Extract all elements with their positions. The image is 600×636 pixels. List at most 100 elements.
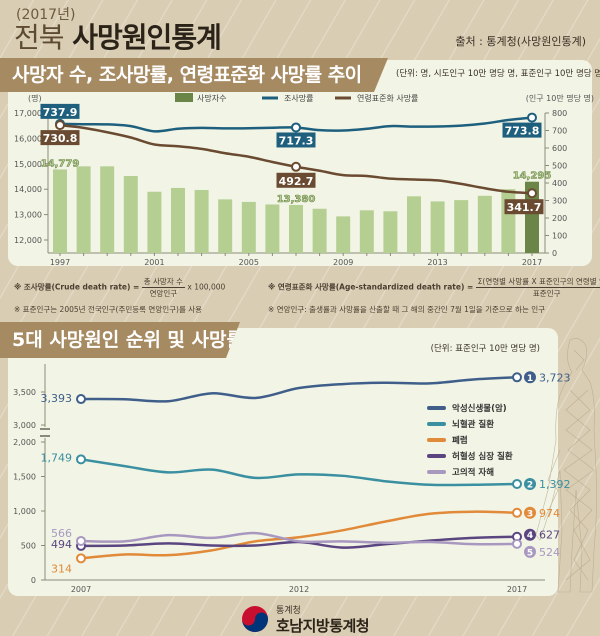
- rank-number-ischemic: 4: [527, 531, 533, 541]
- label-deaths-2017: 14,295: [513, 171, 552, 182]
- y-right-tick-label: 700: [552, 127, 567, 136]
- label-crude-2007: 717.3: [279, 134, 314, 147]
- x-tick-label: 2017: [522, 258, 542, 267]
- x-tick-label: 2005: [239, 258, 259, 267]
- label-crude-1997-group: 737.9: [40, 103, 80, 119]
- footer-agency: 통계청: [276, 606, 301, 616]
- marker-start-suicide: [76, 535, 86, 546]
- note-crude-label: ※ 조사망률(Crude death rate) =: [14, 282, 140, 292]
- y-left-tick-label: 17,000: [14, 109, 42, 118]
- bar-2004: [218, 199, 233, 253]
- label-deaths-1997: 14,779: [41, 158, 80, 169]
- label-crude-1997-bg: [40, 103, 80, 119]
- section2-unit: (단위: 표준인구 10만 명당 명): [430, 344, 540, 354]
- government-logo: [242, 606, 268, 632]
- y-left-tick-label: 12,000: [14, 236, 42, 245]
- legend-swatch-bar: [175, 93, 193, 102]
- label-std-2007-bg: [276, 172, 316, 188]
- start-label-suicide: 566: [51, 527, 72, 540]
- y-right-tick-label: 400: [552, 179, 567, 188]
- label-crude-2017-bg: [502, 122, 542, 138]
- bar-2013: [430, 201, 445, 253]
- x-tick-label: 2013: [427, 258, 447, 267]
- y-tick-label: 3,000: [13, 421, 36, 430]
- marker-end-suicide: [512, 538, 522, 549]
- rank-number-cancer: 1: [527, 374, 533, 384]
- y-right-tick-label: 800: [552, 109, 567, 118]
- section2-title: 5대 사망원인 순위 및 사망률: [0, 322, 240, 358]
- end-label-cerebro: 1,392: [539, 478, 571, 491]
- label-crude-2017-group: 773.8: [502, 122, 542, 138]
- start-label-cerebro: 1,749: [41, 451, 73, 464]
- title-text: 사망원인통계: [72, 21, 222, 54]
- bar-2015: [477, 195, 492, 253]
- section1-title: 사망자 수, 조사망률, 연령표준화 사망률 추이: [0, 58, 388, 92]
- bar-2006: [265, 204, 280, 253]
- y-left-tick-label: 14,000: [14, 185, 42, 194]
- legend-label: 연령표준화 사망률: [357, 93, 418, 103]
- y-tick-label: 1,000: [13, 507, 36, 516]
- label-std-1997: 730.8: [43, 132, 78, 145]
- bar-1997: [53, 169, 67, 253]
- title-region: 전북: [14, 21, 65, 54]
- rank-badge-cerebro: [524, 477, 536, 490]
- note-crude-fraction: 총 사망자 수 연앙인구: [141, 276, 186, 299]
- bar-2011: [383, 211, 398, 253]
- bar-2007: [289, 204, 303, 253]
- end-label-pneumonia: 974: [539, 507, 560, 520]
- x-tick-label: 2007: [71, 585, 91, 594]
- end-label-ischemic: 627: [539, 529, 560, 542]
- label-std-1997-group: 730.8: [40, 130, 80, 146]
- y-left-unit: (명): [28, 93, 42, 103]
- legend-label-ischemic: 허혈성 심장 질환: [452, 451, 513, 462]
- bar-2016: [501, 189, 516, 253]
- label-crude-2007-bg: [276, 132, 316, 148]
- note-mid-pop: ※ 연앙인구: 출생률과 사망률을 산출할 때 그 해의 중간인 7월 1일을 …: [268, 305, 546, 314]
- human-figure-illustration: [535, 338, 597, 593]
- note-std-num: Σ(연령별 사망률 X 표준인구의 연령별 인구): [475, 276, 600, 288]
- start-label-cancer: 3,393: [41, 392, 73, 405]
- note-crude-mult: x 100,000: [187, 282, 226, 292]
- chart1: (명) (인구 10만 명당 명) 12,000 13,000 14,000 15,000…: [14, 93, 594, 267]
- end-label-suicide: 524: [539, 546, 560, 559]
- y-right-tick-label: 200: [552, 214, 567, 223]
- rank-number-suicide: 5: [527, 548, 533, 558]
- note-std-fraction: Σ(연령별 사망률 X 표준인구의 연령별 인구)표준인구: [475, 276, 600, 299]
- label-std-2017-group: 341.7: [504, 199, 544, 215]
- note-std: ※ 연령표준화 사망률(Age-standardized death rate)…: [268, 276, 600, 299]
- y-left-tick-label: 13,000: [14, 211, 42, 220]
- legend-label-pneumonia: 폐렴: [452, 435, 468, 446]
- bar-2012: [407, 196, 421, 253]
- y-right-tick-label: 600: [552, 144, 567, 153]
- note-std-label: ※ 연령표준화 사망률(Age-standardized death rate)…: [268, 282, 474, 292]
- note-crude-den: 연앙인구: [149, 289, 178, 298]
- x-tick-label: 2017: [507, 585, 527, 594]
- label-crude-2017: 773.8: [505, 125, 540, 138]
- marker-std-2007: [291, 161, 301, 172]
- label-std-2007-group: 492.7: [276, 172, 316, 188]
- y-left-tick-label: 15,000: [14, 160, 42, 169]
- y-right-tick-label: 0: [552, 249, 557, 258]
- y-right-tick-label: 300: [552, 197, 567, 206]
- legend-label: 사망자수: [197, 93, 226, 103]
- note-std-den: 표준인구: [532, 289, 561, 298]
- bar-2009: [336, 216, 351, 253]
- marker-end-pneumonia: [512, 507, 522, 518]
- bar-1998: [76, 166, 91, 253]
- bar-2003: [194, 189, 209, 253]
- marker-start-pneumonia: [76, 553, 86, 564]
- marker-start-cerebro: [76, 454, 86, 465]
- start-label-pneumonia: 314: [51, 562, 72, 575]
- bar-2000: [123, 175, 138, 253]
- label-crude-1997: 737.9: [43, 106, 78, 119]
- marker-std-1997: [55, 120, 65, 131]
- footer-office: 호남지방통계청: [276, 617, 370, 635]
- x-tick-label: 2012: [289, 585, 309, 594]
- label-deaths-2007: 13,380: [277, 194, 316, 205]
- y-tick-label: 500: [21, 542, 36, 551]
- marker-std-2017: [527, 188, 537, 199]
- note-crude-num: 총 사망자 수: [141, 277, 186, 288]
- note-std-pop: ※ 표준인구는 2005년 전국인구(주민등록 연앙인구)를 사용: [14, 305, 203, 314]
- bar-2005: [241, 201, 256, 253]
- title-year: (2017년): [16, 7, 76, 23]
